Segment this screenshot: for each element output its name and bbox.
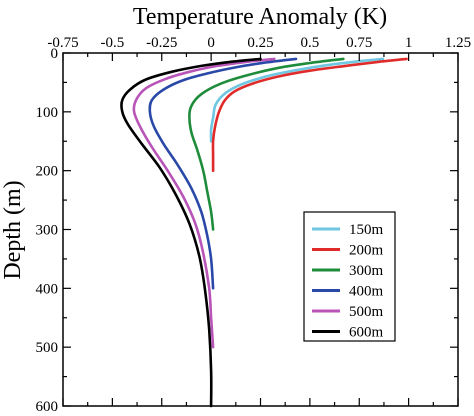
x-tick-label: -0.5: [101, 35, 125, 51]
y-axis-title: Depth (m): [0, 180, 26, 279]
legend-label-200m: 200m: [349, 243, 384, 259]
legend-label-600m: 600m: [349, 325, 384, 341]
series-line-500m: [132, 57, 276, 349]
legend-label-150m: 150m: [349, 222, 384, 238]
series-layer: [120, 57, 408, 408]
series-line-400m: [148, 57, 298, 290]
legend-label-500m: 500m: [349, 304, 384, 320]
legend-label-400m: 400m: [349, 284, 384, 300]
y-tick-label: 200: [36, 164, 59, 180]
legend-label-300m: 300m: [349, 263, 384, 279]
tick-layer: -0.75 -0.5 -0.25 0 0.25 0.5 0.75 1 1.25 0 100 200 30…: [36, 35, 472, 415]
y-tick-label: 500: [36, 340, 59, 356]
x-tick-label: 0.5: [301, 35, 320, 51]
y-tick-label: 0: [51, 46, 59, 62]
x-tick-label: -0.25: [146, 35, 177, 51]
y-tick-label: 100: [36, 105, 59, 121]
series-line-200m: [211, 57, 408, 172]
y-tick-label: 400: [36, 281, 59, 297]
x-tick-label: 0: [207, 35, 215, 51]
y-tick-label: 300: [36, 223, 59, 239]
x-tick-label: 0.75: [346, 35, 372, 51]
x-tick-label: -0.75: [47, 35, 78, 51]
x-tick-label: 1: [405, 35, 413, 51]
x-axis-title: Temperature Anomaly (K): [133, 4, 387, 30]
y-tick-label: 600: [36, 399, 59, 415]
series-line-150m: [209, 57, 385, 143]
x-tick-label: 1.25: [445, 35, 471, 51]
series-line-600m: [120, 57, 262, 408]
series-line-300m: [188, 57, 345, 231]
legend-box: [303, 211, 396, 342]
x-tick-label: 0.25: [247, 35, 273, 51]
legend: 150m 200m 300m 400m 500m 600m: [303, 211, 396, 342]
